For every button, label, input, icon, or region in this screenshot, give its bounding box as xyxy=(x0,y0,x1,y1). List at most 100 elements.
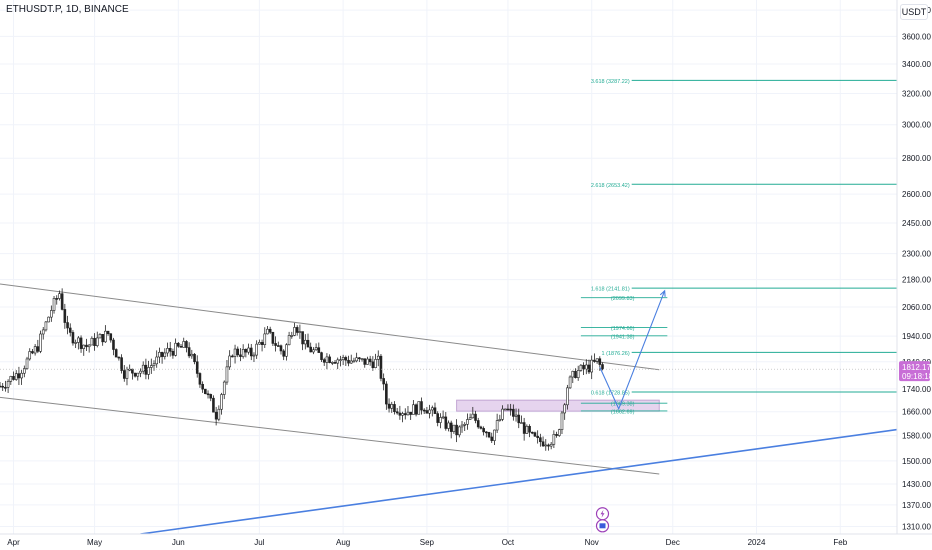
candle-body xyxy=(239,354,242,357)
candle-body xyxy=(568,376,572,389)
candle-body xyxy=(71,332,75,344)
candle-body xyxy=(120,357,123,371)
candle-body xyxy=(495,420,499,431)
last-price-value: 1812.17 xyxy=(902,363,931,372)
candle-body xyxy=(198,373,202,385)
candle-body xyxy=(266,328,269,335)
candle-body xyxy=(177,342,180,347)
candle-body xyxy=(222,381,226,395)
candle-body xyxy=(333,362,337,364)
price-tick-label: 1500.00 xyxy=(902,457,931,466)
price-tick-label: 2600.00 xyxy=(902,190,931,199)
candle-body xyxy=(241,349,245,357)
candle-body xyxy=(574,370,577,379)
candle-body xyxy=(487,432,491,438)
candle-body xyxy=(530,431,534,434)
candle-body xyxy=(576,370,580,379)
time-axis[interactable]: Apr May Jun Jul Aug Sep Oct Nov Dec 2024 Feb xyxy=(0,533,932,550)
candle-body xyxy=(468,417,472,420)
candle-body xyxy=(255,343,258,356)
candle-body xyxy=(190,353,194,357)
projection-layer xyxy=(599,289,666,411)
fib-level-label: 0.618 (1728.85) xyxy=(591,391,630,397)
candle-body xyxy=(595,358,599,362)
candle-body xyxy=(501,408,504,420)
candle-body xyxy=(490,436,494,441)
candle-body xyxy=(352,360,356,363)
event-markers-layer[interactable] xyxy=(595,507,610,533)
candle-body xyxy=(503,408,507,411)
candle-body xyxy=(144,364,148,375)
candle-body xyxy=(590,359,593,373)
candle-body xyxy=(131,368,134,374)
projection-arrowhead xyxy=(659,289,666,297)
candle-body xyxy=(371,361,375,368)
candle-body xyxy=(206,393,210,396)
candle-body xyxy=(317,347,321,353)
candle-body xyxy=(474,413,477,421)
candle-body xyxy=(355,357,358,362)
candle-body xyxy=(41,329,45,335)
candle-body xyxy=(20,372,23,379)
candle-body xyxy=(271,331,275,344)
price-tick-label: 2060.00 xyxy=(902,303,931,312)
candle-body xyxy=(247,347,250,353)
candle-body xyxy=(214,411,218,420)
candle-body xyxy=(366,358,369,365)
price-axis[interactable]: 3800.003600.003400.003200.003000.002800.… xyxy=(896,0,932,534)
candle-body xyxy=(114,349,118,358)
candle-body xyxy=(14,373,18,380)
candle-body xyxy=(341,357,345,360)
candle-body xyxy=(549,443,553,447)
candle-body xyxy=(476,420,480,428)
candle-body xyxy=(136,372,140,377)
candle-body xyxy=(571,370,575,378)
candle-body xyxy=(179,345,183,348)
price-tick-label: 2300.00 xyxy=(902,250,931,259)
candle-body xyxy=(9,376,13,382)
last-price-badge xyxy=(899,361,930,382)
candle-body xyxy=(25,358,29,369)
target-level-label: (1941.38) xyxy=(611,334,635,340)
grid-layer xyxy=(0,0,897,534)
candle-body xyxy=(560,412,564,430)
candle-body xyxy=(290,335,294,337)
candle-body xyxy=(152,363,156,366)
candle-body xyxy=(4,386,7,389)
time-tick-label: Oct xyxy=(502,538,515,547)
candle-body xyxy=(263,333,267,345)
candle-body xyxy=(236,348,240,356)
candle-body xyxy=(306,339,310,348)
candle-body xyxy=(252,354,256,357)
candle-body xyxy=(441,416,445,419)
candle-body xyxy=(301,331,304,345)
time-tick-label: Feb xyxy=(833,538,847,547)
candle-body xyxy=(249,347,253,357)
candle-body xyxy=(482,428,485,433)
candle-body xyxy=(68,327,72,333)
candle-body xyxy=(601,364,604,370)
candle-body xyxy=(58,293,61,299)
candle-body xyxy=(455,424,458,436)
candle-body xyxy=(85,344,88,348)
time-tick-label: Aug xyxy=(336,538,350,547)
candle-body xyxy=(552,434,556,445)
candle-body xyxy=(479,426,483,429)
candle-body xyxy=(439,417,442,423)
time-tick-label: Sep xyxy=(420,538,435,547)
candle-body xyxy=(557,429,561,436)
projection-path xyxy=(599,290,666,411)
candle-body xyxy=(309,346,313,353)
symbol-title[interactable]: ETHUSDT.P, 1D, BINANCE xyxy=(6,4,129,15)
candle-body xyxy=(314,347,318,351)
channel-line xyxy=(0,283,660,371)
target-level-label: (1974.66) xyxy=(611,326,635,332)
candle-body xyxy=(328,356,331,363)
candle-body xyxy=(390,404,394,409)
candle-body xyxy=(525,425,529,434)
candle-body xyxy=(425,410,429,414)
candle-body xyxy=(493,429,496,441)
currency-badge[interactable]: USDT xyxy=(900,4,928,20)
candle-body xyxy=(274,343,277,346)
